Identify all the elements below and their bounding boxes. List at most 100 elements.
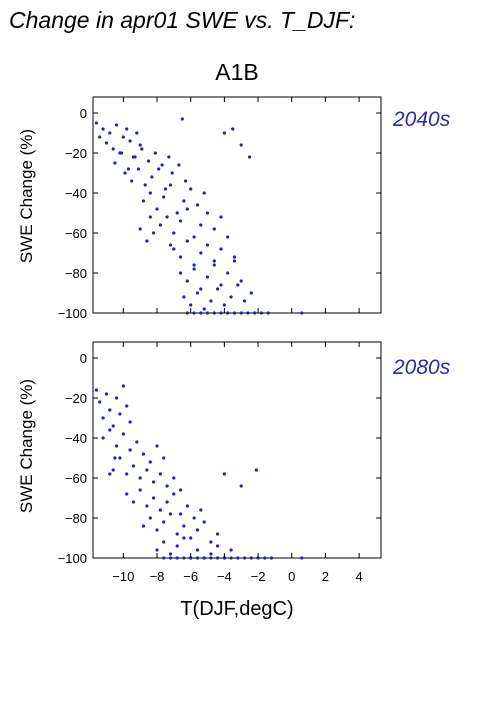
data-point [300, 311, 304, 315]
data-point [179, 512, 183, 516]
data-point [175, 544, 179, 548]
data-point [248, 155, 252, 159]
data-point [108, 131, 112, 135]
data-point [179, 219, 183, 223]
period-label: 2040s [392, 108, 451, 131]
data-point [94, 121, 98, 125]
y-tick-label: −60 [65, 471, 87, 486]
y-tick-label: −80 [65, 266, 87, 281]
data-point [118, 456, 122, 460]
data-point [158, 472, 162, 476]
data-point [153, 151, 157, 155]
data-point [123, 171, 127, 175]
series-points [94, 384, 304, 560]
data-point [222, 472, 226, 476]
data-point [226, 235, 230, 239]
data-point [199, 311, 203, 315]
data-point [172, 231, 176, 235]
data-point [179, 488, 183, 492]
data-point [115, 444, 119, 448]
x-tick-label: −2 [251, 569, 266, 584]
data-point [263, 556, 267, 560]
data-point [168, 552, 173, 556]
x-tick-label: −6 [183, 569, 198, 584]
data-point [148, 191, 152, 195]
data-point [195, 291, 199, 295]
data-point [232, 311, 237, 315]
data-point [152, 231, 156, 235]
y-tick-label: −20 [65, 391, 87, 406]
scenario-label: A1B [215, 59, 258, 85]
data-point [157, 167, 161, 171]
data-point [172, 476, 176, 480]
data-point [189, 536, 193, 540]
data-point [162, 195, 166, 199]
data-point [199, 251, 203, 255]
data-point [101, 436, 105, 440]
data-point [108, 428, 112, 432]
data-point [192, 235, 196, 239]
data-point [189, 187, 193, 191]
data-point [128, 139, 132, 143]
data-point [155, 528, 159, 532]
data-point [104, 141, 109, 145]
data-point [179, 271, 183, 275]
y-axis-label: SWE Change (%) [17, 129, 36, 263]
data-point [101, 127, 105, 131]
data-point [165, 500, 169, 504]
data-point [202, 307, 206, 311]
data-point [192, 267, 196, 271]
x-tick-label: −4 [217, 569, 232, 584]
x-tick-label: 0 [288, 569, 295, 584]
data-point [209, 556, 213, 560]
data-point [195, 548, 199, 552]
data-point [152, 496, 156, 500]
data-point [195, 528, 199, 532]
data-point [113, 456, 117, 460]
data-point [216, 287, 220, 291]
data-point [226, 271, 230, 275]
data-point [121, 384, 125, 388]
data-point [236, 283, 240, 287]
data-point [138, 476, 142, 480]
data-point [131, 500, 135, 504]
data-point [175, 211, 179, 215]
y-tick-label: −60 [65, 226, 87, 241]
data-point [253, 311, 257, 315]
data-point [111, 424, 115, 428]
data-point [189, 303, 193, 307]
data-point [212, 259, 216, 263]
data-point [212, 227, 216, 231]
data-point [125, 127, 129, 131]
y-tick-label: −40 [65, 431, 87, 446]
series-points [94, 117, 304, 315]
data-point [219, 247, 223, 251]
data-point [229, 295, 233, 299]
data-point [205, 243, 210, 247]
data-point [167, 155, 171, 159]
data-point [131, 464, 135, 468]
y-tick-label: 0 [80, 351, 87, 366]
data-point [135, 131, 139, 135]
data-point [177, 163, 181, 167]
data-point [120, 151, 124, 155]
data-point [182, 524, 186, 528]
data-point [184, 179, 188, 183]
data-point [165, 215, 169, 219]
x-tick-label: 4 [355, 569, 362, 584]
data-point [216, 532, 220, 536]
data-point [143, 183, 147, 187]
data-point [205, 211, 210, 215]
data-point [192, 311, 196, 315]
data-point [148, 460, 152, 464]
data-point [202, 520, 206, 524]
data-point [209, 540, 213, 544]
axis-ticks: 0 −20 −40 −60 −80 −100 [58, 97, 381, 321]
y-tick-label: −20 [65, 146, 87, 161]
data-point [185, 279, 189, 283]
data-point [239, 311, 243, 315]
data-point [94, 388, 98, 392]
data-point [219, 283, 223, 287]
data-point [195, 203, 199, 207]
